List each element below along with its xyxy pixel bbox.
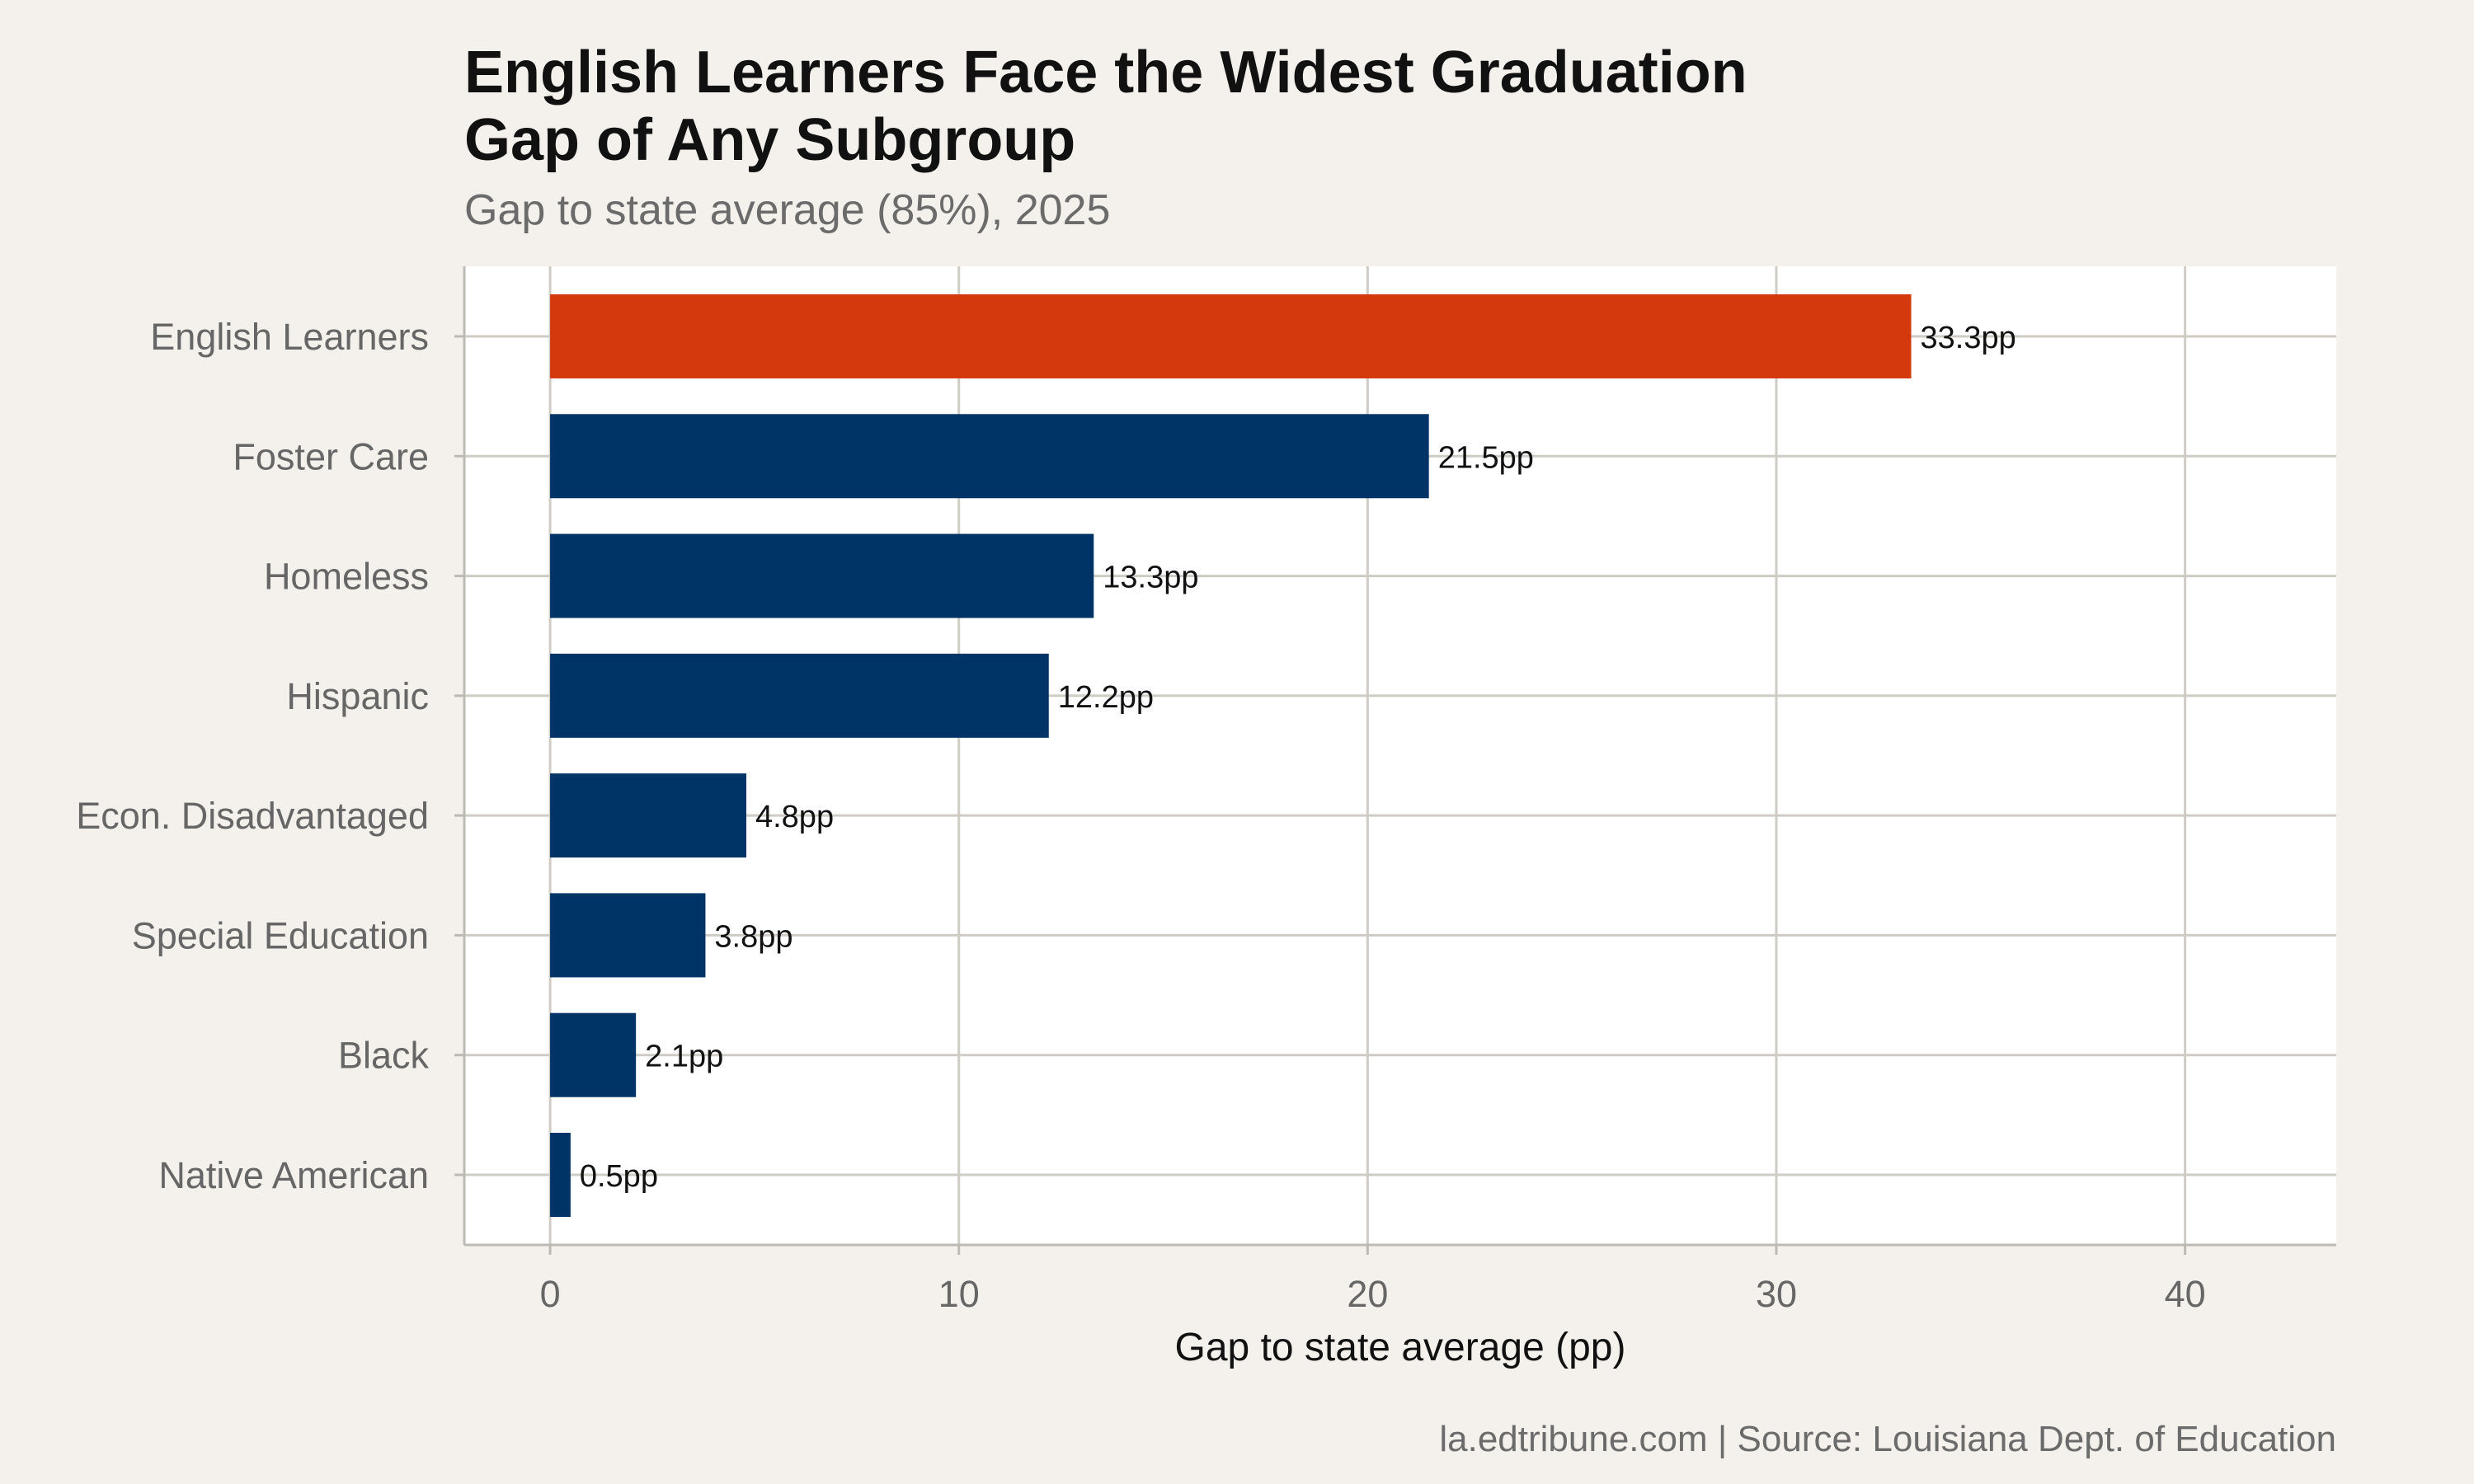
x-tick-label: 20 — [1347, 1273, 1388, 1315]
x-tick-label: 30 — [1756, 1273, 1797, 1315]
bar-value-label: 33.3pp — [1921, 321, 2016, 355]
category-label: Black — [338, 1035, 430, 1077]
category-label: English Learners — [150, 316, 429, 358]
x-tick-label: 0 — [540, 1273, 561, 1315]
x-tick-label: 10 — [938, 1273, 980, 1315]
bar-value-label: 12.2pp — [1058, 680, 1154, 715]
x-tick-labels: 0 10 20 30 40 — [540, 1245, 2206, 1315]
bar — [550, 1133, 571, 1217]
plot-panel — [464, 266, 2336, 1245]
bar — [550, 1012, 637, 1097]
chart-title-line2: Gap of Any Subgroup — [464, 107, 1075, 173]
category-label: Special Education — [132, 914, 429, 956]
bar-value-label: 3.8pp — [714, 919, 793, 954]
bar-value-label: 4.8pp — [755, 800, 834, 834]
category-label: Foster Care — [233, 435, 429, 477]
bar — [550, 893, 706, 978]
category-label: Hispanic — [286, 675, 429, 717]
bar — [550, 653, 1049, 738]
caption: la.edtribune.com | Source: Louisiana Dep… — [1439, 1419, 2336, 1459]
category-labels: English Learners Foster Care Homeless Hispa… — [76, 316, 464, 1196]
bar — [550, 294, 1912, 378]
bars — [550, 294, 1912, 1217]
category-label: Econ. Disadvantaged — [76, 795, 429, 837]
data-labels: 33.3pp 21.5pp 13.3pp 12.2pp 4.8pp 3.8pp 2.1pp 0… — [580, 321, 2016, 1194]
bar — [550, 533, 1094, 618]
x-axis-title: Gap to state average (pp) — [1175, 1326, 1626, 1369]
x-tick-label: 40 — [2165, 1273, 2206, 1315]
chart-subtitle: Gap to state average (85%), 2025 — [464, 186, 1110, 234]
chart-title-line1: English Learners Face the Widest Graduat… — [464, 40, 1747, 106]
category-label: Native American — [158, 1154, 429, 1196]
bar — [550, 414, 1429, 499]
bar-value-label: 13.3pp — [1103, 561, 1198, 595]
bar-value-label: 0.5pp — [580, 1159, 658, 1194]
bar-value-label: 2.1pp — [645, 1040, 723, 1074]
category-label: Homeless — [264, 556, 429, 598]
bar-value-label: 21.5pp — [1438, 440, 1534, 475]
bar — [550, 773, 746, 858]
